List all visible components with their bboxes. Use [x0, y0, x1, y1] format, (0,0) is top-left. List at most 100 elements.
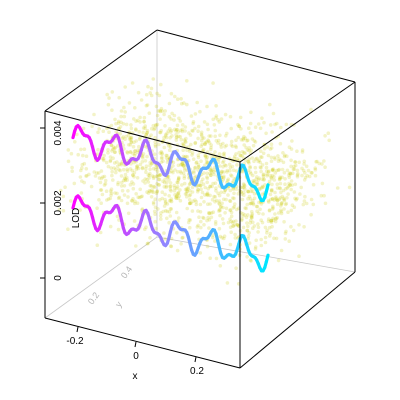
scatter-point: [119, 198, 124, 203]
scatter-point: [246, 224, 250, 229]
scatter-point: [183, 129, 187, 133]
scatter-point: [182, 176, 187, 181]
scatter-point: [275, 186, 280, 190]
scatter-point: [131, 182, 136, 186]
scatter-point: [241, 182, 246, 186]
scatter-point: [175, 248, 180, 253]
scatter-point: [169, 189, 173, 193]
scatter-point: [233, 223, 237, 227]
scatter-point: [232, 202, 237, 206]
scatter-point: [222, 154, 226, 158]
scatter-point: [231, 219, 236, 224]
scatter-point: [159, 211, 163, 215]
scatter-point: [249, 201, 254, 205]
scatter-point: [230, 174, 234, 178]
scatter-point: [187, 131, 191, 135]
scatter-point: [159, 106, 164, 111]
scatter-point: [284, 201, 289, 206]
scatter-point: [102, 153, 106, 158]
x-tick-label: 0: [133, 351, 139, 362]
scatter-point: [66, 227, 70, 231]
scatter-point: [269, 197, 273, 202]
scatter-point: [229, 143, 234, 147]
scatter-point: [258, 207, 262, 212]
scatter-point: [262, 120, 266, 125]
scatter-point: [153, 140, 157, 144]
scatter-point: [277, 157, 281, 161]
scatter-point: [258, 187, 262, 191]
scatter-point: [282, 220, 286, 224]
scatter-point: [157, 177, 161, 182]
scatter-point: [121, 143, 126, 148]
scatter-point: [233, 232, 237, 237]
scatter-point: [260, 184, 265, 189]
scatter-point: [229, 139, 234, 144]
scatter-point: [194, 161, 198, 165]
scatter-point: [246, 138, 250, 143]
scatter-point: [129, 126, 134, 131]
scatter-point: [219, 117, 224, 121]
scatter-point: [188, 201, 192, 206]
scatter-point: [132, 117, 136, 121]
scatter-point: [261, 172, 266, 177]
scatter-point: [206, 202, 210, 206]
scatter-point: [214, 189, 218, 193]
scatter-point: [205, 191, 210, 195]
scatter-point: [205, 155, 210, 159]
scatter-point: [259, 155, 263, 159]
scatter-point: [302, 225, 306, 229]
scatter-point: [212, 172, 216, 177]
scatter-point: [323, 134, 327, 138]
scatter-point: [161, 209, 165, 214]
scatter-point: [171, 160, 176, 165]
scatter-point: [148, 160, 152, 165]
scatter-point: [159, 160, 164, 164]
scatter-point: [221, 177, 225, 182]
scatter-point: [247, 146, 252, 150]
scatter-point: [320, 181, 325, 186]
scatter-point: [150, 189, 154, 194]
scatter-point: [197, 165, 201, 170]
scatter-point: [176, 181, 180, 185]
scatter-point: [140, 154, 145, 159]
scatter-point: [176, 163, 181, 168]
scatter-point: [175, 97, 180, 101]
scatter-point: [252, 224, 257, 228]
scatter-point: [218, 208, 222, 213]
scatter-point: [273, 219, 278, 224]
scatter-point: [176, 190, 181, 195]
scatter-point: [99, 201, 103, 205]
scatter-point: [207, 218, 212, 222]
scatter-point: [218, 213, 222, 218]
scatter-point: [240, 150, 245, 154]
scatter-point: [270, 182, 274, 187]
scatter-point: [205, 176, 210, 181]
scatter-point: [174, 195, 178, 200]
scatter-point: [142, 115, 147, 120]
scatter-point: [220, 201, 224, 206]
scatter-point: [309, 170, 314, 175]
scatter-point: [271, 206, 275, 210]
scatter-point: [129, 123, 133, 127]
scatter-point: [273, 171, 278, 175]
scatter-point: [161, 179, 165, 184]
scatter-point: [113, 150, 117, 155]
scatter-point: [160, 190, 165, 194]
scatter-point: [117, 95, 121, 100]
scatter-point: [140, 166, 145, 171]
scatter-point: [106, 150, 110, 155]
scatter-point: [187, 193, 192, 198]
scatter-point: [302, 178, 307, 182]
scatter-point: [144, 167, 148, 171]
scatter-point: [287, 181, 291, 186]
scatter-point: [163, 192, 167, 197]
scatter-point: [170, 169, 174, 173]
scatter-point: [295, 174, 300, 179]
scatter-point: [279, 190, 283, 195]
scatter-point: [125, 150, 129, 154]
scatter-point: [209, 143, 213, 147]
scatter-point: [95, 152, 100, 156]
scatter-point: [182, 181, 187, 186]
scatter-point: [226, 193, 230, 197]
scatter-point: [164, 184, 169, 188]
